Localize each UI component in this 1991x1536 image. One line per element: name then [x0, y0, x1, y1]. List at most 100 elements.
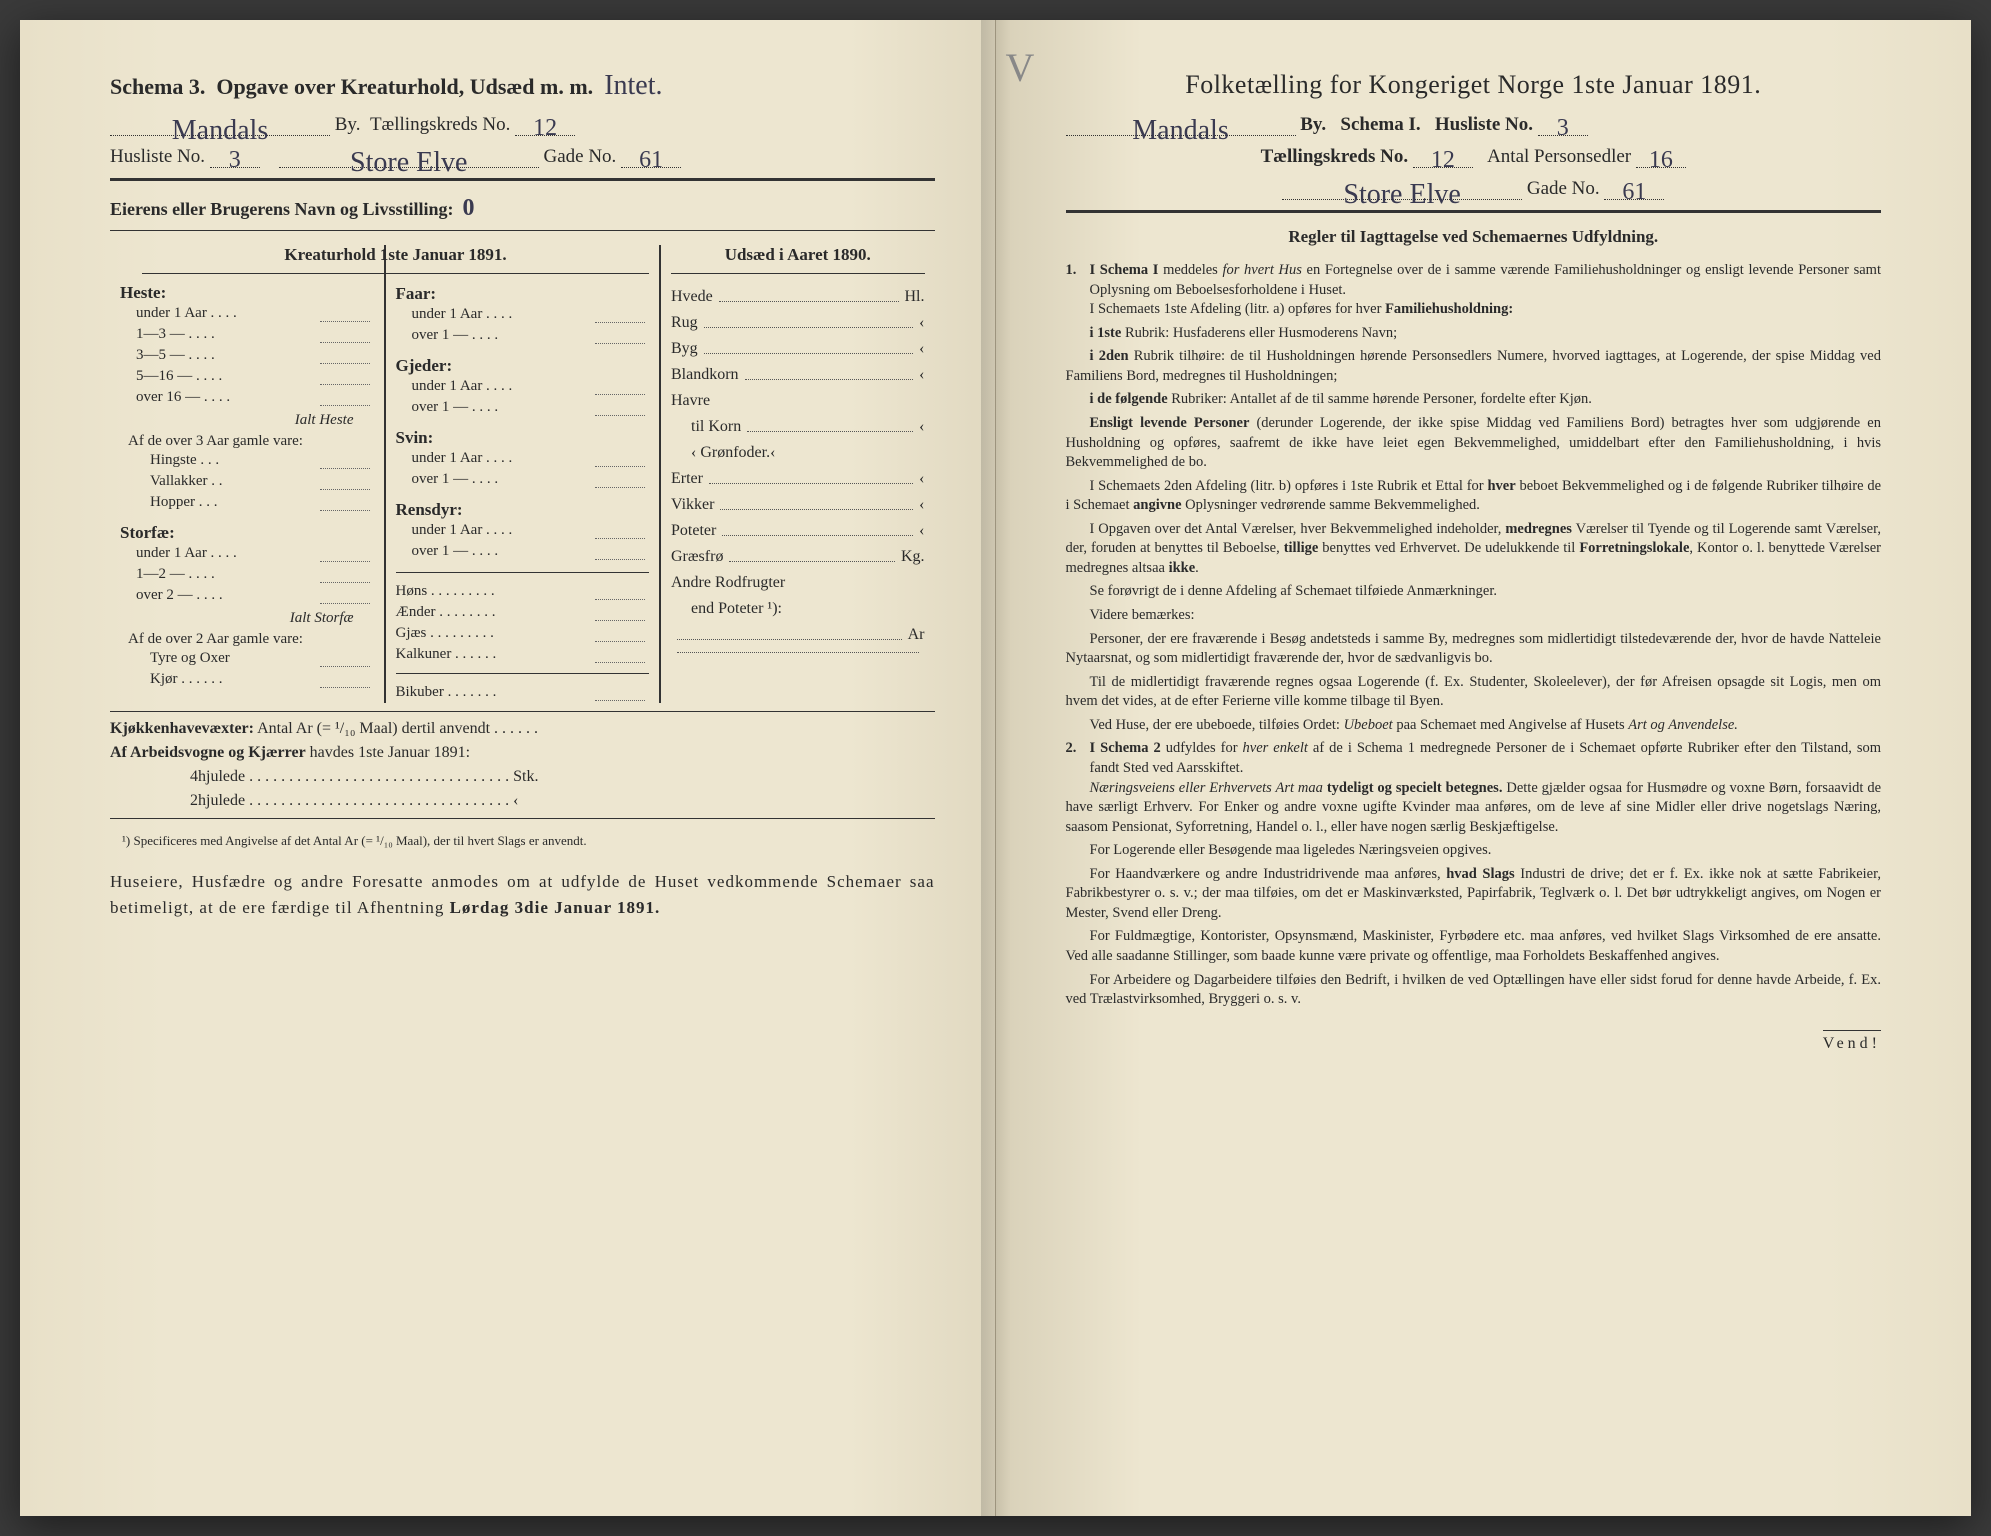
r-street: Store Elve	[1343, 179, 1460, 211]
heste-s0: Hingste . . .	[120, 452, 316, 469]
r-city: Mandals	[1132, 115, 1228, 147]
heste-r0: under 1 Aar . . . .	[120, 305, 316, 322]
kjokken: Kjøkkenhavevæxter: Kjøkkenhavevæxter: An…	[110, 720, 935, 738]
husliste-label: Husliste No.	[110, 146, 205, 167]
oa2: Gjæs . . . . . . . . .	[396, 625, 592, 642]
regler-title: Regler til Iagttagelse ved Schemaernes U…	[1066, 227, 1882, 247]
svin-block: Svin: under 1 Aar . . . . over 1 — . . .…	[396, 428, 650, 490]
faar-title: Faar:	[396, 284, 437, 303]
storfae-ialt: Ialt Storfæ	[120, 610, 374, 627]
storfae-title: Storfæ:	[120, 523, 175, 542]
r1e: Ensligt levende Personer (derunder Loger…	[1066, 414, 1882, 473]
city-hw: Mandals	[172, 115, 268, 147]
faar-r0: under 1 Aar . . . .	[396, 306, 592, 323]
crop12: end Poteter ¹):	[671, 600, 782, 618]
crop3: Blandkorn	[671, 366, 739, 384]
r1d: i de følgende Rubriker: Antallet af de t…	[1066, 390, 1882, 410]
left-page: Schema 3. Opgave over Kreaturhold, Udsæd…	[20, 20, 996, 1516]
r-antal-label: Antal Personsedler	[1487, 146, 1631, 167]
r-line1: Mandals By. Schema I. Husliste No. 3	[1066, 114, 1882, 136]
schema3-label: Schema 3.	[110, 74, 205, 99]
r-husliste-no: 3	[1557, 115, 1569, 142]
rensdyr-block: Rensdyr: under 1 Aar . . . . over 1 — . …	[396, 500, 650, 562]
gjeder-block: Gjeder: under 1 Aar . . . . over 1 — . .…	[396, 356, 650, 418]
r1g: I Opgaven over det Antal Værelser, hver …	[1066, 520, 1882, 579]
r2d: For Fuldmægtige, Kontorister, Opsynsmænd…	[1066, 927, 1882, 966]
oa0: Høns . . . . . . . . .	[396, 583, 592, 600]
husliste-no: 3	[229, 147, 241, 174]
eierens-label: Eierens eller Brugerens Navn og Livsstil…	[110, 199, 454, 219]
rensdyr-title: Rensdyr:	[396, 500, 463, 519]
r2e: For Arbeidere og Dagarbeidere tilføies d…	[1066, 971, 1882, 1010]
arbvogn-title: Af Arbeidsvogne og Kjærrer havdes 1ste J…	[110, 744, 935, 762]
oa3: Kalkuner . . . . . .	[396, 646, 592, 663]
col2: Kreaturhold 1ste Januar 1891. Faar: unde…	[386, 245, 662, 703]
line-husliste: Husliste No. 3 Store Elve Gade No. 61	[110, 146, 935, 168]
r1j: Personer, der ere fraværende i Besøg and…	[1066, 630, 1882, 669]
heste-r2: 3—5 — . . . .	[120, 347, 316, 364]
pencil-checkmark: V	[1006, 44, 1035, 91]
faar-block: Faar: under 1 Aar . . . . over 1 — . . .…	[396, 284, 650, 346]
crop6u: ‹	[770, 444, 775, 462]
r1a: I Schemaets 1ste Afdeling (litr. a) opfø…	[1066, 300, 1882, 320]
r2c: For Haandværkere og andre Industridriven…	[1066, 865, 1882, 924]
heste-r4: over 16 — . . . .	[120, 389, 316, 406]
svin-r0: under 1 Aar . . . .	[396, 450, 592, 467]
r1: I Schema I meddeles for hvert Hus en For…	[1090, 261, 1882, 300]
heste-block: Heste: under 1 Aar . . . . 1—3 — . . . .…	[120, 283, 374, 513]
footnote: ¹) Specificeres med Angivelse af det Ant…	[110, 833, 935, 849]
gjeder-r0: under 1 Aar . . . .	[396, 378, 592, 395]
storfae-block: Storfæ: under 1 Aar . . . . 1—2 — . . . …	[120, 523, 374, 690]
r1i: Videre bemærkes:	[1066, 606, 1882, 626]
heste-title: Heste:	[120, 283, 166, 302]
crop5: til Korn	[671, 418, 741, 436]
crop1: Rug	[671, 314, 698, 332]
gade-label: Gade No.	[544, 146, 617, 167]
census-title: Folketælling for Kongeriget Norge 1ste J…	[1066, 70, 1882, 100]
crop8: Vikker	[671, 496, 714, 514]
storfae-note: Af de over 2 Aar gamle vare:	[120, 631, 374, 648]
crop8u: ‹	[919, 496, 924, 514]
vogn2: 2hjulede . . . . . . . . . . . . . . . .…	[110, 792, 935, 810]
crop9: Poteter	[671, 522, 716, 540]
heste-r1: 1—3 — . . . .	[120, 326, 316, 343]
r-by: By.	[1300, 114, 1326, 135]
crop3u: ‹	[919, 366, 924, 384]
kreatur-header: Kreaturhold 1ste Januar 1891.	[142, 245, 649, 274]
r1k: Til de midlertidigt fraværende regnes og…	[1066, 673, 1882, 712]
udsaed-header: Udsæd i Aaret 1890.	[671, 245, 925, 274]
faar-r1: over 1 — . . . .	[396, 327, 592, 344]
crop2: Byg	[671, 340, 698, 358]
crop4: Havre	[671, 392, 710, 410]
right-page: Folketælling for Kongeriget Norge 1ste J…	[996, 20, 1972, 1516]
r1-num: 1.	[1066, 261, 1090, 300]
svin-r1: over 1 — . . . .	[396, 471, 592, 488]
oa1: Ænder . . . . . . . .	[396, 604, 592, 621]
crop11: Andre Rodfrugter	[671, 574, 785, 592]
crop13u: Ar	[908, 626, 925, 644]
rules-body: 1. I Schema I meddeles for hvert Hus en …	[1066, 261, 1882, 1010]
crop2u: ‹	[919, 340, 924, 358]
r2-num: 2.	[1066, 739, 1090, 778]
col1: Heste: under 1 Aar . . . . 1—3 — . . . .…	[110, 245, 386, 703]
tk-no: 12	[533, 115, 557, 142]
by-label: By.	[335, 114, 361, 135]
r-antal-no: 16	[1649, 147, 1673, 174]
eierens-line: Eierens eller Brugerens Navn og Livsstil…	[110, 195, 935, 222]
crop10: Græsfrø	[671, 548, 723, 566]
storfae-s0: Tyre og Oxer	[120, 650, 316, 667]
r2a: Næringsveiens eller Erhvervets Art maa t…	[1066, 779, 1882, 838]
r-gade-no: 61	[1622, 179, 1646, 206]
crop9u: ‹	[919, 522, 924, 540]
eierens-hw: 0	[463, 195, 475, 222]
r1c: i 2den Rubrik tilhøire: de til Husholdni…	[1066, 347, 1882, 386]
r-husliste-label: Husliste No.	[1435, 114, 1533, 135]
crop10u: Kg.	[901, 548, 925, 566]
tables: Heste: under 1 Aar . . . . 1—3 — . . . .…	[110, 245, 935, 703]
col3: Udsæd i Aaret 1890. HvedeHl. Rug‹ Byg‹ B…	[661, 245, 935, 703]
vend: Vend!	[1823, 1030, 1881, 1053]
crop1u: ‹	[919, 314, 924, 332]
r1f: I Schemaets 2den Afdeling (litr. b) opfø…	[1066, 477, 1882, 516]
r2: I Schema 2 udfyldes for hver enkelt af d…	[1090, 739, 1882, 778]
storfae-r1: 1—2 — . . . .	[120, 566, 316, 583]
